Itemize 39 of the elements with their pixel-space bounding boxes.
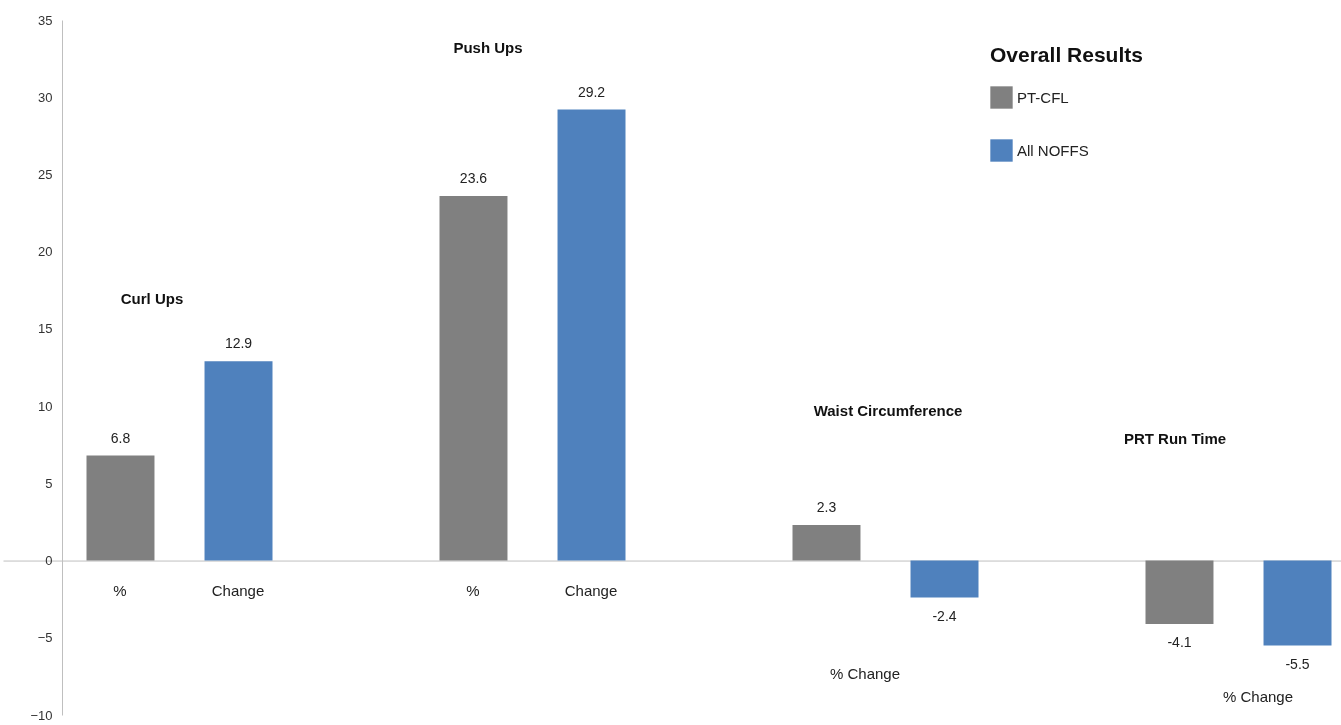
x-tick-label: PRT Run Time (1123, 430, 1227, 447)
data-label: 12.9 (224, 335, 253, 352)
bar (1263, 560, 1332, 646)
y-tick-label: 0 (45, 553, 53, 569)
y-tick-label: 5 (45, 475, 53, 491)
y-tick-label: 15 (38, 321, 53, 337)
y-tick-label: −5 (37, 630, 53, 646)
y-tick-label: 35 (38, 12, 53, 28)
legend-label: PT-CFL (1017, 88, 1069, 106)
y-tick-label: 25 (38, 166, 53, 182)
bar (204, 361, 273, 561)
bar (792, 525, 861, 561)
legend-label: All NOFFS (1017, 141, 1089, 159)
annotation: % (466, 582, 480, 599)
bar (910, 560, 979, 598)
data-label: -4.1 (1167, 633, 1192, 650)
bar (439, 196, 508, 561)
bar (1145, 560, 1214, 624)
y-tick-label: 20 (38, 244, 53, 260)
legend-title: Overall Results (990, 43, 1143, 66)
y-tick-label: 30 (38, 89, 53, 105)
annotation: Change (211, 582, 265, 599)
annotation: % Change (1222, 688, 1294, 705)
bar (557, 109, 626, 561)
bar (86, 455, 155, 561)
x-tick-label: Curl Ups (120, 290, 184, 307)
data-label: -2.4 (932, 607, 957, 624)
annotation: Change (564, 582, 618, 599)
x-tick-label: Waist Circumference (813, 402, 963, 419)
data-label: 23.6 (459, 170, 488, 187)
y-tick-label: 10 (38, 398, 53, 414)
x-tick-label: Push Ups (453, 39, 523, 56)
y-tick-label: −10 (30, 707, 53, 723)
data-label: 29.2 (577, 83, 606, 100)
data-label: -5.5 (1285, 655, 1310, 672)
data-label: 6.8 (110, 429, 131, 446)
annotation: % Change (829, 665, 901, 682)
data-label: 2.3 (816, 499, 837, 516)
annotation: % (113, 582, 127, 599)
